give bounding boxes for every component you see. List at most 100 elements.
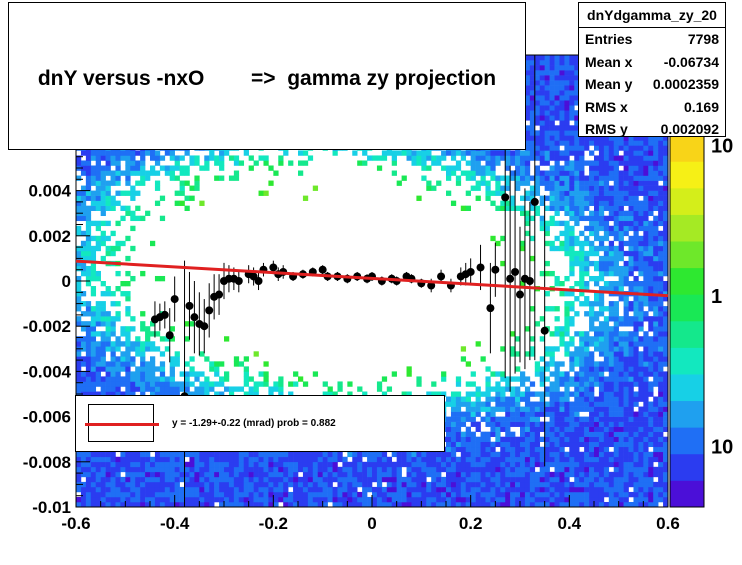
heatmap-cell xyxy=(135,165,141,171)
heatmap-cell xyxy=(559,60,565,66)
heatmap-cell xyxy=(169,371,175,377)
heatmap-cell xyxy=(559,230,565,237)
heatmap-cell xyxy=(391,155,397,161)
heatmap-cell xyxy=(209,150,215,156)
heatmap-cell xyxy=(455,486,462,493)
heatmap-cell xyxy=(460,346,467,352)
heatmap-cell xyxy=(233,481,240,488)
heatmap-cell xyxy=(495,396,501,402)
heatmap-cell xyxy=(520,406,526,412)
heatmap-cell xyxy=(475,471,481,478)
heatmap-cell xyxy=(332,150,338,156)
heatmap-cell xyxy=(110,291,116,297)
heatmap-cell xyxy=(76,160,82,166)
heatmap-cell xyxy=(515,486,521,493)
heatmap-cell xyxy=(90,175,97,181)
heatmap-cell xyxy=(465,416,471,422)
heatmap-cell xyxy=(539,115,545,121)
heatmap-cell xyxy=(455,376,462,382)
heatmap-cell xyxy=(337,451,343,458)
heatmap-cell xyxy=(243,456,249,463)
heatmap-cell xyxy=(544,436,550,443)
heatmap-cell xyxy=(110,230,116,237)
heatmap-cell xyxy=(268,456,274,463)
heatmap-cell xyxy=(130,155,136,161)
heatmap-cell xyxy=(194,371,200,377)
heatmap-cell xyxy=(529,95,536,101)
heatmap-cell xyxy=(95,376,101,382)
heatmap-cell xyxy=(480,170,486,176)
heatmap-cell xyxy=(110,180,116,186)
heatmap-cell xyxy=(524,446,531,453)
heatmap-cell xyxy=(376,476,383,483)
heatmap-cell xyxy=(529,90,536,96)
heatmap-cell xyxy=(90,356,97,362)
heatmap-cell xyxy=(194,175,200,181)
heatmap-cell xyxy=(510,451,516,458)
heatmap-cell xyxy=(327,486,333,493)
heatmap-cell xyxy=(204,471,210,478)
heatmap-cell xyxy=(544,220,550,227)
heatmap-cell xyxy=(194,180,200,186)
heatmap-cell xyxy=(95,361,101,367)
heatmap-cell xyxy=(411,481,417,488)
heatmap-cell xyxy=(534,120,541,126)
heatmap-cell xyxy=(515,155,521,161)
heatmap-cell xyxy=(554,371,560,377)
heatmap-cell xyxy=(184,371,190,377)
heatmap-cell xyxy=(520,411,526,417)
heatmap-cell xyxy=(283,486,289,493)
heatmap-cell xyxy=(455,391,462,397)
heatmap-cell xyxy=(549,240,555,247)
heatmap-cell xyxy=(110,466,116,473)
heatmap-cell xyxy=(115,160,121,166)
heatmap-cell xyxy=(233,501,240,508)
heatmap-cell xyxy=(100,391,106,397)
heatmap-cell xyxy=(125,326,131,332)
heatmap-cell xyxy=(76,200,82,206)
heatmap-cell xyxy=(529,85,536,91)
heatmap-cell xyxy=(559,426,565,432)
heatmap-cell xyxy=(500,496,506,503)
heatmap-cell xyxy=(179,371,185,377)
heatmap-cell xyxy=(520,381,526,387)
heatmap-cell xyxy=(475,441,481,448)
heatmap-cell xyxy=(441,391,447,397)
heatmap-cell xyxy=(554,100,560,106)
heatmap-cell xyxy=(85,245,92,252)
heatmap-cell xyxy=(253,461,259,468)
heatmap-cell xyxy=(515,401,521,407)
heatmap-cell xyxy=(85,376,92,382)
heatmap-cell xyxy=(347,486,353,493)
heatmap-cell xyxy=(495,461,501,468)
heatmap-cell xyxy=(460,416,467,422)
heatmap-cell xyxy=(549,446,555,453)
heatmap-cell xyxy=(100,316,106,322)
heatmap-cell xyxy=(569,100,575,106)
heatmap-cell xyxy=(495,481,501,488)
heatmap-cell xyxy=(534,110,541,116)
heatmap-cell xyxy=(214,155,220,161)
heatmap-cell xyxy=(85,150,92,156)
heatmap-cell xyxy=(559,371,565,377)
heatmap-cell xyxy=(298,481,304,488)
heatmap-cell xyxy=(470,175,476,181)
heatmap-cell xyxy=(288,451,294,458)
heatmap-cell xyxy=(253,466,259,473)
heatmap-cell xyxy=(76,381,82,387)
heatmap-cell xyxy=(164,381,171,387)
heatmap-cell xyxy=(569,200,575,206)
heatmap-cell xyxy=(569,481,575,488)
heatmap-cell xyxy=(362,481,368,488)
heatmap-cell xyxy=(401,491,407,498)
heatmap-cell xyxy=(258,471,264,478)
heatmap-cell xyxy=(386,461,393,468)
heatmap-cell xyxy=(386,501,393,508)
heatmap-cell xyxy=(258,501,264,508)
heatmap-cell xyxy=(159,461,166,468)
heatmap-cell xyxy=(372,451,378,458)
heatmap-cell xyxy=(554,85,560,91)
heatmap-cell xyxy=(524,501,531,508)
heatmap-cell xyxy=(238,386,245,392)
heatmap-cell xyxy=(125,391,131,397)
